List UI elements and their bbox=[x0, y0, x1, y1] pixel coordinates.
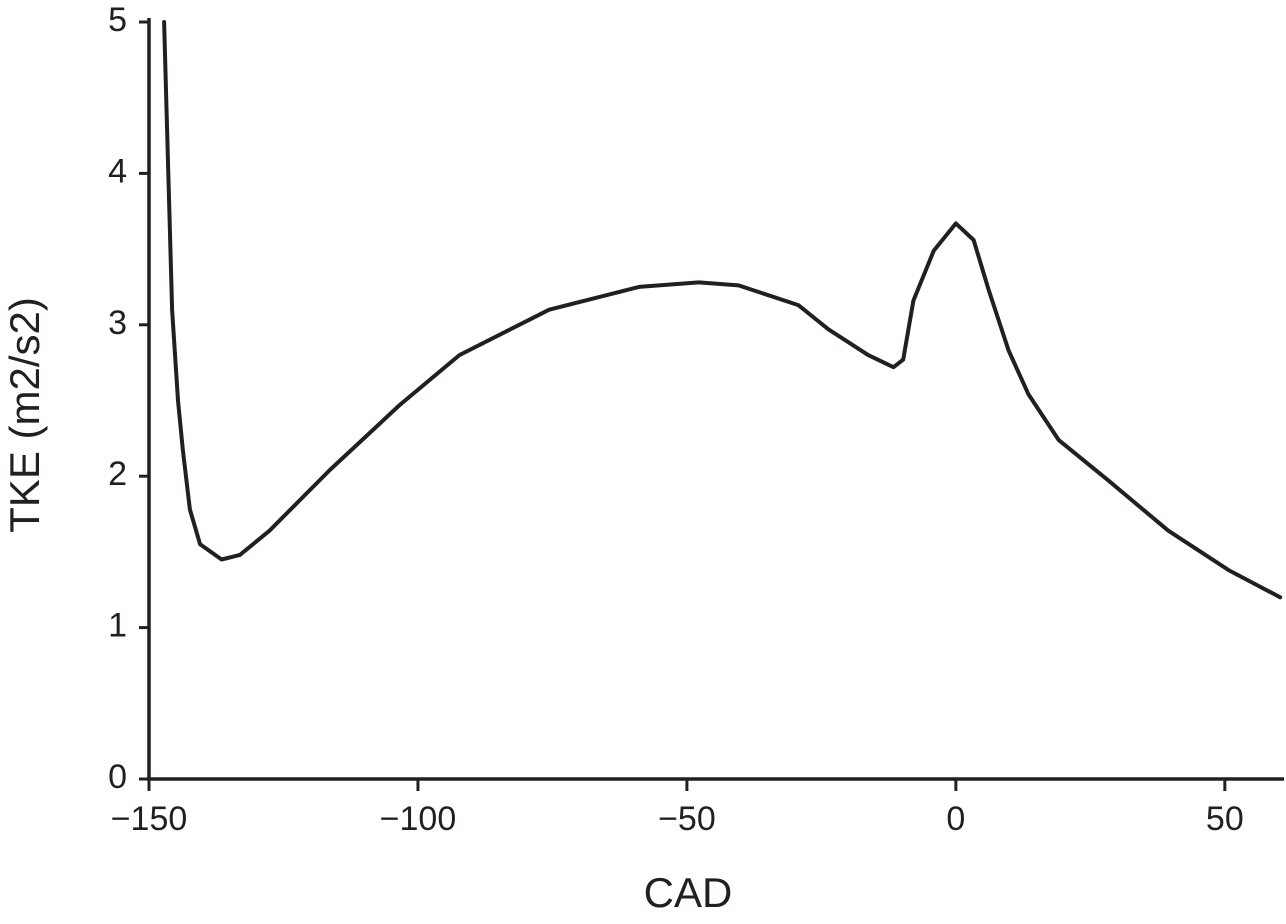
x-tick-label: −100 bbox=[380, 800, 457, 838]
x-tick-label: 0 bbox=[946, 800, 965, 838]
x-axis-label: CAD bbox=[644, 869, 733, 916]
x-tick-label: −50 bbox=[658, 800, 716, 838]
data-line bbox=[162, 20, 1283, 600]
y-tick-label: 3 bbox=[108, 304, 127, 342]
y-axis-label: TKE (m2/s2) bbox=[1, 297, 48, 533]
y-tick-label: 4 bbox=[108, 152, 127, 190]
y-tick-label: 2 bbox=[108, 455, 127, 493]
x-tick-label: −150 bbox=[111, 800, 188, 838]
x-tick-label: 50 bbox=[1206, 800, 1244, 838]
y-tick-label: 0 bbox=[108, 758, 127, 796]
y-tick-label: 1 bbox=[108, 607, 127, 645]
y-tick-label: 5 bbox=[108, 1, 127, 39]
